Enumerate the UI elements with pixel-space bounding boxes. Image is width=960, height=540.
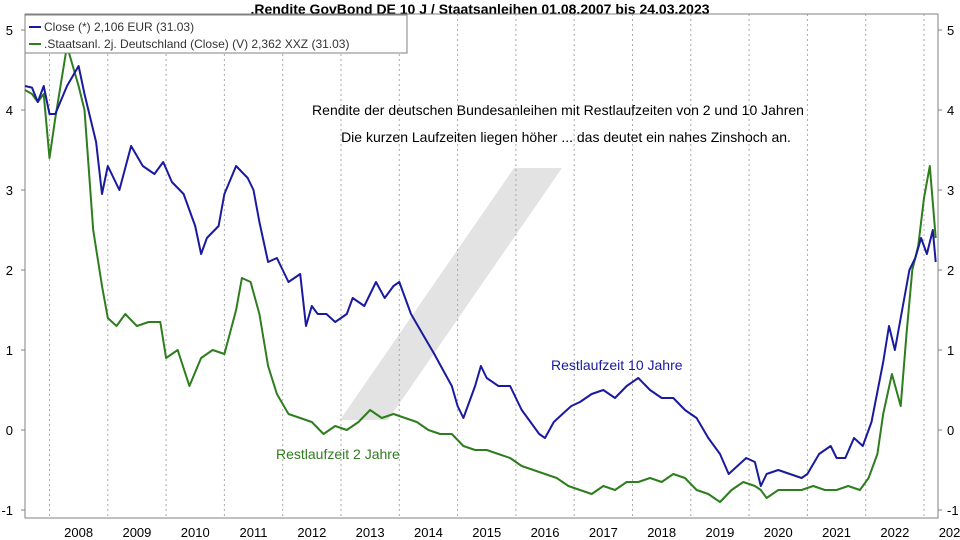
label-two-year: Restlaufzeit 2 Jahre (276, 446, 400, 462)
legend: Close (*) 2,106 EUR (31.03) .Staatsanl. … (24, 14, 408, 54)
y-tick-label-right: 2 (947, 263, 954, 278)
axes: 2008 2009 2010 2011 2012 2013 2014 2015 2016 2017… (1, 13, 960, 540)
legend-box (24, 14, 408, 54)
x-tick-label: 2011 (240, 525, 268, 540)
y-tick-label-left: -1 (1, 503, 13, 518)
x-tick-label: 2013 (356, 525, 385, 540)
y-tick-label-left: 4 (6, 103, 13, 118)
chart-title: .Rendite GovBond DE 10 J / Staatsanleihe… (250, 1, 710, 17)
y-tick-label-right: 5 (947, 23, 954, 38)
series-lines (24, 45, 937, 503)
y-tick-label-left: 2 (6, 263, 13, 278)
x-tick-label: 2010 (181, 525, 210, 540)
x-tick-label: 2017 (589, 525, 618, 540)
legend-label-ten-year: Close (*) 2,106 EUR (31.03) (44, 20, 194, 34)
y-tick-label-right: 3 (947, 183, 954, 198)
y-tick-label-left: 3 (6, 183, 13, 198)
y-tick-label-right: 4 (947, 103, 954, 118)
x-tick-label: 2008 (64, 525, 93, 540)
y-tick-label-right: 0 (947, 423, 954, 438)
x-tick-label: 2016 (531, 525, 560, 540)
plot-frame (24, 13, 939, 519)
x-tick-label: 2020 (764, 525, 793, 540)
x-tick-label: 2014 (414, 525, 443, 540)
series-line-two-year (24, 45, 937, 503)
x-tick-label: 2021 (822, 525, 851, 540)
x-tick-label: 2022 (880, 525, 909, 540)
y-tick-label-left: 1 (6, 343, 13, 358)
x-tick-label: 2012 (297, 525, 326, 540)
x-tick-label: 2009 (122, 525, 151, 540)
x-tick-label: 2018 (647, 525, 676, 540)
annotation-line-1: Rendite der deutschen Bundesanleihen mit… (312, 102, 804, 118)
series-line-ten-year (24, 65, 937, 487)
y-tick-label-left: 5 (6, 23, 13, 38)
y-tick-label-left: 0 (6, 423, 13, 438)
y-tick-label-right: 1 (947, 343, 954, 358)
legend-label-two-year: .Staatsanl. 2j. Deutschland (Close) (V) … (44, 37, 349, 51)
annotation-line-2: Die kurzen Laufzeiten liegen höher ... d… (341, 129, 791, 145)
label-ten-year: Restlaufzeit 10 Jahre (551, 357, 683, 373)
y-tick-label-right: -1 (947, 503, 959, 518)
x-tick-label: 2023 (939, 525, 960, 540)
x-tick-label: 2015 (472, 525, 501, 540)
grid (48, 14, 925, 518)
watermark-logo (340, 168, 562, 420)
x-tick-label: 2019 (705, 525, 734, 540)
